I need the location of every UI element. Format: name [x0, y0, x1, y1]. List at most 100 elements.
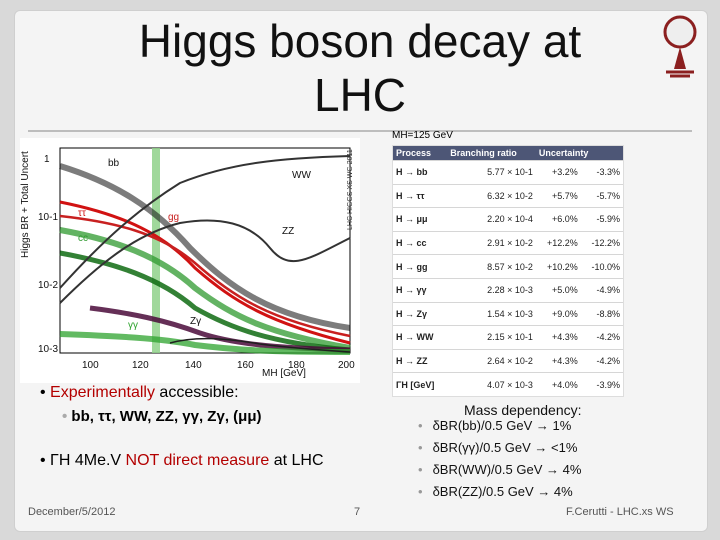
cell-up: +4.0%	[535, 372, 581, 396]
mass-dependency-text: δBR(WW)/0.5 GeV → 4%	[432, 462, 582, 477]
x-tick-140: 140	[185, 360, 202, 371]
bullet-gamma-prefix: ΓH 4Me.V	[50, 452, 126, 469]
table-row: ΓH [GeV] 4.07 × 10-3 +4.0% -3.9%	[393, 372, 623, 396]
cell-br: 2.91 × 10-2	[447, 230, 536, 255]
plot-watermark: LHC HIGGS XS WG 2011	[347, 149, 354, 230]
mass-dependency-title: Mass dependency:	[464, 402, 582, 418]
cell-br: 4.07 × 10-3	[447, 372, 536, 396]
cell-br: 6.32 × 10-2	[447, 183, 536, 208]
x-tick-180: 180	[288, 360, 305, 371]
tautau-curve	[59, 200, 351, 345]
subbullet-dot: •	[62, 408, 72, 425]
cell-br: 1.54 × 10-3	[447, 301, 536, 326]
x-tick-160: 160	[237, 360, 254, 371]
footer-page-number: 7	[354, 506, 361, 518]
bullet-dot: •	[40, 384, 51, 401]
cell-down: -4.2%	[580, 348, 623, 373]
y-tick-1e-2: 10-2	[38, 280, 58, 291]
mass-dependency-list: • δBR(bb)/0.5 GeV → 1% • δBR(γγ)/0.5 GeV →…	[418, 418, 581, 506]
mass-dependency-item: • δBR(bb)/0.5 GeV → 1%	[418, 418, 572, 433]
mass-dependency-text: δBR(ZZ)/0.5 GeV → 4%	[432, 484, 573, 499]
cell-br: 5.77 × 10-1	[447, 160, 536, 185]
mass-dependency-item: • δBR(WW)/0.5 GeV → 4%	[418, 462, 582, 477]
cell-br: 8.57 × 10-2	[447, 254, 536, 279]
th-uncertainty: Uncertainty	[535, 146, 623, 161]
cell-down: -8.8%	[580, 301, 623, 326]
gg-curve	[59, 214, 351, 338]
cell-up: +4.3%	[535, 348, 581, 373]
cell-up: +12.2%	[535, 230, 581, 255]
table-row: H → μμ 2.20 × 10-4 +6.0% -5.9%	[393, 207, 623, 232]
bullet-experimentally: • Experimentally accessible:	[40, 384, 239, 402]
cell-br: 2.28 × 10-3	[447, 277, 536, 303]
y-tick-1e-3: 10-3	[38, 344, 58, 355]
th-branching-ratio: Branching ratio	[447, 146, 536, 161]
cell-process: H → bb	[393, 160, 448, 185]
bullet-channels-text: bb, ττ, WW, ZZ, γγ, Zγ, (μμ)	[71, 408, 262, 425]
cell-process: H → gg	[393, 254, 448, 279]
cell-process: H → cc	[393, 230, 448, 255]
zgamma-curve	[169, 337, 351, 353]
mass-dependency-text: δBR(bb)/0.5 GeV → 1%	[432, 418, 572, 433]
cell-up: +5.7%	[535, 183, 581, 208]
cell-up: +9.0%	[535, 301, 581, 326]
atlas-logo-icon	[656, 14, 704, 84]
slide-title: Higgs boson decay at LHC	[138, 15, 582, 121]
table-row: H → WW 2.15 × 10-1 +4.3% -4.2%	[393, 325, 623, 350]
table-row: H → ττ 6.32 × 10-2 +5.7% -5.7%	[393, 183, 623, 208]
cell-down: -10.0%	[580, 254, 623, 279]
table-row: H → bb 5.77 × 10-1 +3.2% -3.3%	[393, 160, 623, 185]
title-divider	[28, 130, 692, 132]
table-row: H → ZZ 2.64 × 10-2 +4.3% -4.2%	[393, 348, 623, 373]
bullet-gamma-h: • ΓH 4Me.V NOT direct measure at LHC	[40, 452, 324, 470]
cell-down: -5.7%	[580, 183, 623, 208]
label-bb: bb	[108, 158, 120, 169]
zz-curve	[59, 219, 351, 304]
footer-date: December/5/2012	[28, 506, 116, 518]
cell-process: H → μμ	[393, 207, 448, 232]
plot-ylabel: Higgs BR + Total Uncert	[20, 151, 31, 258]
gammagamma-curve	[59, 331, 351, 355]
cell-down: -3.9%	[580, 372, 623, 396]
mass-dependency-text: δBR(γγ)/0.5 GeV → <1%	[432, 440, 578, 455]
cell-down: -12.2%	[580, 230, 623, 255]
plot-xlabel: MH [GeV]	[262, 368, 306, 379]
label-zgamma: Zγ	[190, 316, 201, 327]
table-row: H → gg 8.57 × 10-2 +10.2% -10.0%	[393, 254, 623, 279]
ww-curve	[59, 155, 351, 289]
dark-green-curve	[59, 250, 351, 353]
cell-br: 2.20 × 10-4	[447, 207, 536, 232]
bullet-experimentally-red: Experimentally	[50, 384, 155, 401]
mass-dependency-item: • δBR(ZZ)/0.5 GeV → 4%	[418, 484, 573, 499]
label-tautau: ττ	[78, 208, 86, 219]
th-process: Process	[393, 146, 448, 161]
table-row: H → Zγ 1.54 × 10-3 +9.0% -8.8%	[393, 301, 623, 326]
cell-process: H → ZZ	[393, 348, 448, 373]
x-tick-200: 200	[338, 360, 355, 371]
cell-down: -5.9%	[580, 207, 623, 232]
footer-author: F.Cerutti - LHC.xs WS	[566, 506, 674, 518]
cell-up: +4.3%	[535, 325, 581, 350]
x-tick-100: 100	[82, 360, 99, 371]
cell-up: +3.2%	[535, 160, 581, 185]
cell-down: -3.3%	[580, 160, 623, 185]
x-tick-120: 120	[132, 360, 149, 371]
cell-process: H → γγ	[393, 277, 448, 303]
table-row: H → γγ 2.28 × 10-3 +5.0% -4.9%	[393, 277, 623, 303]
cell-process: H → WW	[393, 325, 448, 350]
mass-dependency-item: • δBR(γγ)/0.5 GeV → <1%	[418, 440, 578, 455]
y-tick-1e-1: 10-1	[38, 212, 58, 223]
cell-process: ΓH [GeV]	[393, 372, 448, 396]
bullet-gamma-suffix: at LHC	[269, 452, 324, 469]
cell-down: -4.2%	[580, 325, 623, 350]
cc-curve	[59, 227, 351, 351]
bullet-channels: • bb, ττ, WW, ZZ, γγ, Zγ, (μμ)	[62, 408, 262, 425]
higgs-br-plot: Higgs BR + Total Uncert MH [GeV] 100 120…	[20, 138, 360, 383]
cell-up: +6.0%	[535, 207, 581, 232]
higgs-mass-label: MH=125 GeV	[392, 130, 453, 141]
cell-up: +10.2%	[535, 254, 581, 279]
mass-band	[152, 148, 160, 353]
label-gg: gg	[168, 212, 179, 223]
table-row: H → cc 2.91 × 10-2 +12.2% -12.2%	[393, 230, 623, 255]
